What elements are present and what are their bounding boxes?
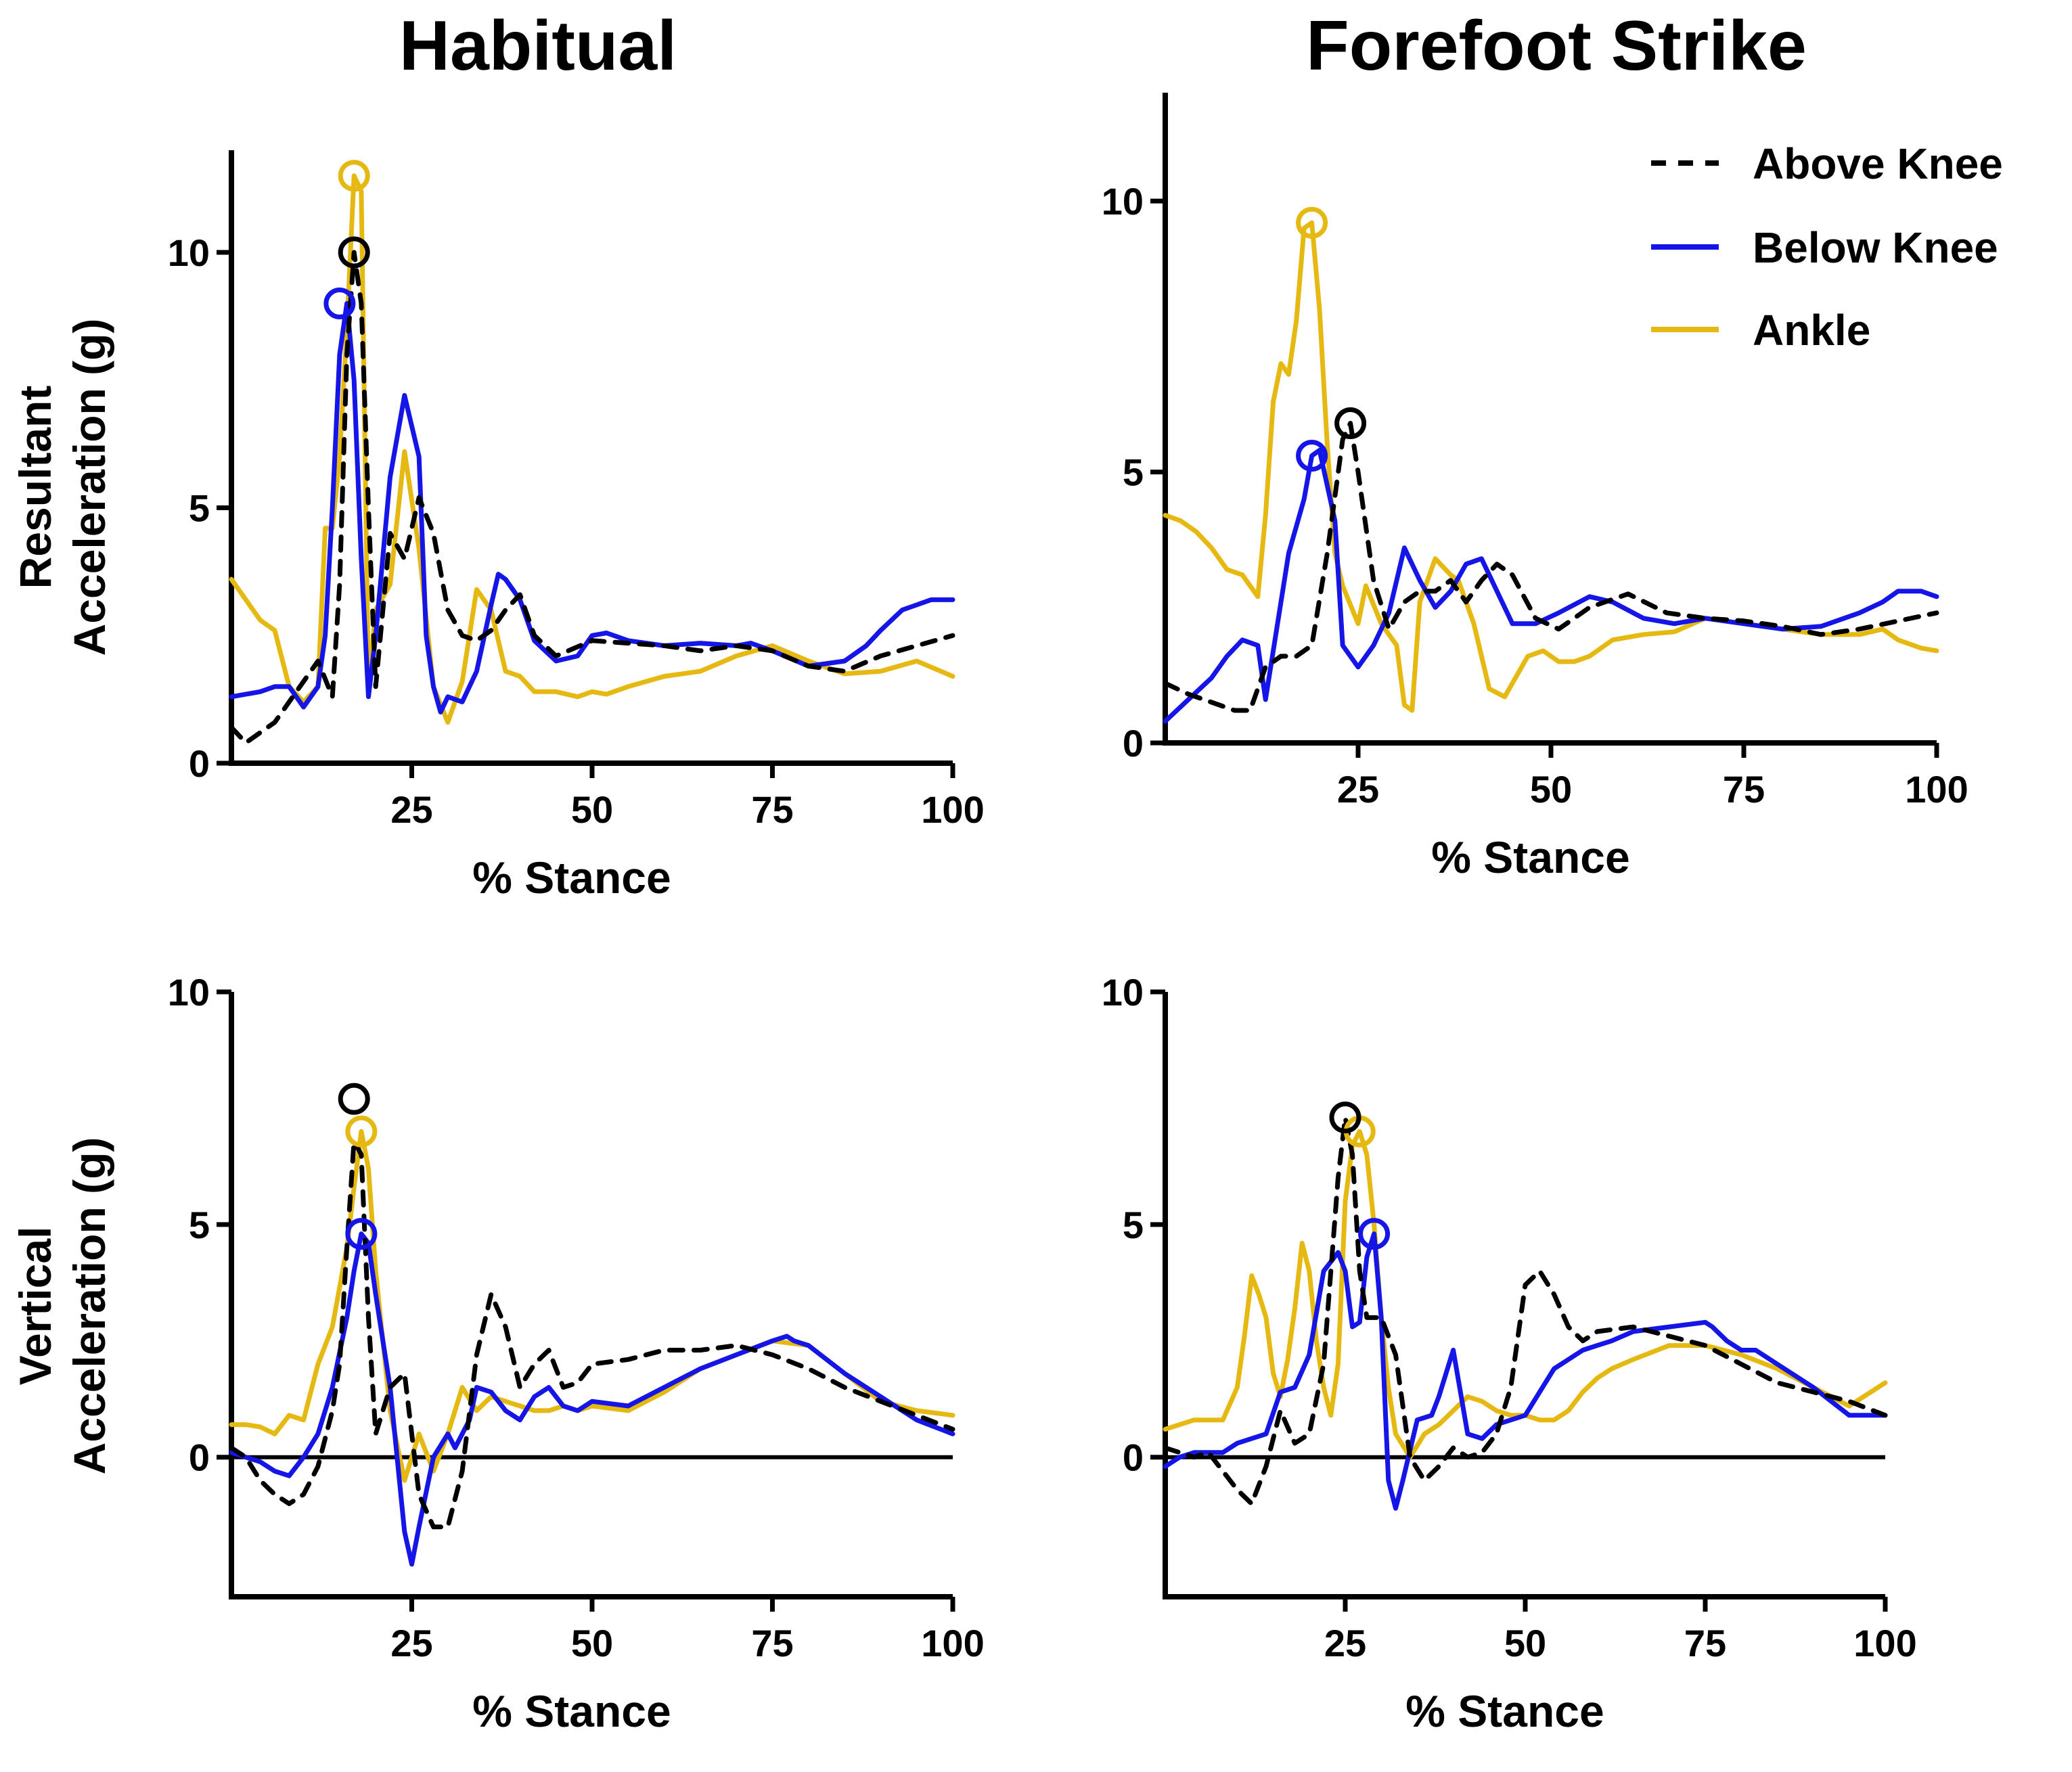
legend-label-below-knee: Below Knee [1753, 223, 1998, 272]
row-title-vertical-line2: Acceleration (g) [64, 1137, 114, 1475]
x-tick-label: 75 [1723, 768, 1765, 811]
peak-marker-below-knee [1358, 1218, 1391, 1250]
column-title-forefoot-strike: Forefoot Strike [1306, 7, 1807, 85]
series-line-ankle [229, 173, 955, 725]
panel-habitual-vertical: 0 5 10 25 50 75 100 % Stance [168, 971, 985, 1736]
peak-marker-below-knee [345, 1218, 378, 1250]
x-tick-label: 25 [390, 788, 432, 831]
panel-forefoot-vertical: 0 5 10 25 50 75 100 % Stance [1102, 971, 1917, 1736]
x-tick-label: 50 [571, 1622, 613, 1664]
y-tick-label: 5 [189, 1204, 210, 1246]
series-line-above-knee [229, 1138, 955, 1530]
legend: Above Knee Below Knee Ankle [1651, 139, 2003, 355]
series-line-ankle [229, 1129, 955, 1483]
y-tick-label: 5 [1123, 451, 1144, 494]
y-tick-label: 10 [168, 971, 210, 1014]
x-tick-label: 75 [1684, 1622, 1726, 1664]
peak-marker-above-knee [1329, 1101, 1361, 1134]
y-tick-label: 5 [1123, 1204, 1144, 1246]
x-tick-label: 100 [1853, 1622, 1916, 1664]
peak-marker-ankle [345, 1115, 378, 1148]
legend-label-above-knee: Above Knee [1753, 139, 2003, 188]
series-line-below-knee [1163, 448, 1939, 724]
row-title-resultant-line2: Acceleration (g) [64, 319, 114, 656]
y-tick-label: 10 [1102, 971, 1144, 1014]
row-title-vertical-line1: Vertical [10, 1227, 60, 1386]
series-line-above-knee [229, 250, 955, 746]
x-tick-label: 75 [751, 788, 793, 831]
row-title-vertical: Vertical Acceleration (g) [10, 1137, 114, 1475]
x-axis-label: % Stance [1431, 832, 1629, 882]
series-line-below-knee [1163, 1231, 1888, 1511]
x-tick-label: 25 [1324, 1622, 1366, 1664]
x-axis-label: % Stance [1405, 1686, 1604, 1736]
y-tick-label: 0 [189, 742, 210, 785]
series-line-above-knee [1163, 1115, 1888, 1506]
row-title-resultant-line1: Resultant [10, 386, 60, 589]
series-line-below-knee [229, 301, 955, 714]
x-tick-label: 100 [921, 788, 984, 831]
y-tick-label: 5 [189, 487, 210, 530]
y-tick-label: 0 [189, 1436, 210, 1479]
x-axis-label: % Stance [472, 853, 671, 903]
x-tick-label: 50 [1530, 768, 1572, 811]
x-tick-label: 100 [1905, 768, 1968, 811]
x-tick-label: 75 [751, 1622, 793, 1664]
row-title-resultant: Resultant Acceleration (g) [10, 319, 114, 656]
peak-marker-below-knee [323, 288, 356, 319]
x-axis-label: % Stance [472, 1686, 671, 1736]
legend-label-ankle: Ankle [1753, 306, 1870, 355]
y-tick-label: 0 [1123, 722, 1144, 765]
x-tick-label: 50 [1504, 1622, 1546, 1664]
x-tick-label: 25 [1337, 768, 1379, 811]
peak-marker-above-knee [338, 1083, 370, 1115]
x-tick-label: 100 [921, 1622, 984, 1664]
y-tick-label: 0 [1123, 1436, 1144, 1479]
column-title-habitual: Habitual [399, 7, 677, 85]
peak-marker-below-knee [1296, 440, 1328, 472]
y-tick-label: 10 [1102, 180, 1144, 223]
panel-habitual-resultant: 0 5 10 25 50 75 100 % Stance [168, 150, 985, 903]
peak-marker-ankle [1296, 206, 1328, 239]
x-tick-label: 50 [571, 788, 613, 831]
peak-marker-ankle [338, 160, 370, 192]
series-line-ankle [1163, 220, 1939, 713]
y-tick-label: 10 [168, 231, 210, 274]
x-tick-label: 25 [390, 1622, 432, 1664]
series-line-above-knee [1163, 421, 1939, 713]
peak-marker-above-knee [338, 236, 370, 269]
panel-forefoot-resultant: 0 5 10 25 50 75 100 % Stance [1102, 93, 1968, 882]
peak-marker-above-knee [1334, 407, 1367, 440]
